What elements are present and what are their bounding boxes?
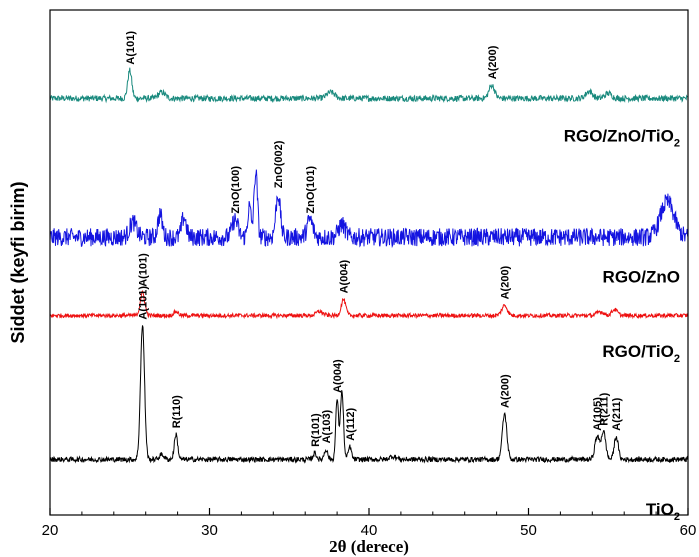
series-name-label: TiO2 bbox=[646, 500, 680, 523]
x-tick-label: 40 bbox=[361, 522, 378, 539]
peak-label: A(105) bbox=[592, 397, 604, 431]
series-name-subscript: 2 bbox=[674, 137, 680, 149]
peak-label: ZnO(100) bbox=[230, 166, 242, 214]
peak-label: A(200) bbox=[500, 374, 512, 408]
series-line bbox=[49, 290, 689, 320]
peak-label: A(200) bbox=[487, 45, 499, 79]
peak-label: A(211) bbox=[611, 397, 623, 430]
peak-label: A(004) bbox=[332, 359, 344, 393]
peak-label: A(004) bbox=[339, 259, 351, 293]
peak-label: A(101) bbox=[138, 286, 150, 320]
annotations: A(101) A(200) RGO/ZnO/TiO2 ZnO(100) ZnO(002)… bbox=[125, 31, 680, 523]
series-name-label: RGO/ZnO/TiO2 bbox=[564, 126, 680, 149]
peak-label: R(110) bbox=[171, 395, 183, 428]
series-name-label: RGO/TiO2 bbox=[602, 342, 680, 365]
series-name-subscript: 2 bbox=[674, 353, 680, 365]
peak-label: A(200) bbox=[500, 265, 512, 299]
series-line bbox=[49, 67, 688, 104]
peak-label: A(101) bbox=[138, 253, 150, 287]
series-line bbox=[49, 325, 689, 464]
series-name-subscript: 2 bbox=[674, 511, 680, 523]
x-tick-label: 20 bbox=[42, 522, 59, 539]
peak-label: R(101) bbox=[310, 413, 322, 447]
series-line bbox=[49, 169, 689, 249]
x-tick-label: 50 bbox=[520, 522, 537, 539]
series-name-label: RGO/ZnO bbox=[603, 268, 680, 287]
peak-label: A(103) bbox=[321, 409, 333, 443]
x-tick-label: 30 bbox=[201, 522, 218, 539]
peak-label: R(211) bbox=[599, 392, 611, 425]
x-tick-label: 60 bbox=[680, 522, 697, 539]
peak-label: ZnO(101) bbox=[305, 166, 317, 214]
y-axis-label: Siddet (keyfi birim) bbox=[8, 181, 28, 343]
series-layer bbox=[49, 67, 689, 464]
x-axis-label: 2θ (derece) bbox=[329, 537, 409, 556]
peak-label: ZnO(002) bbox=[273, 140, 285, 188]
x-axis: 20 30 40 50 60 bbox=[42, 508, 697, 539]
peak-label: A(112) bbox=[345, 407, 357, 440]
peak-label: A(101) bbox=[125, 31, 137, 65]
